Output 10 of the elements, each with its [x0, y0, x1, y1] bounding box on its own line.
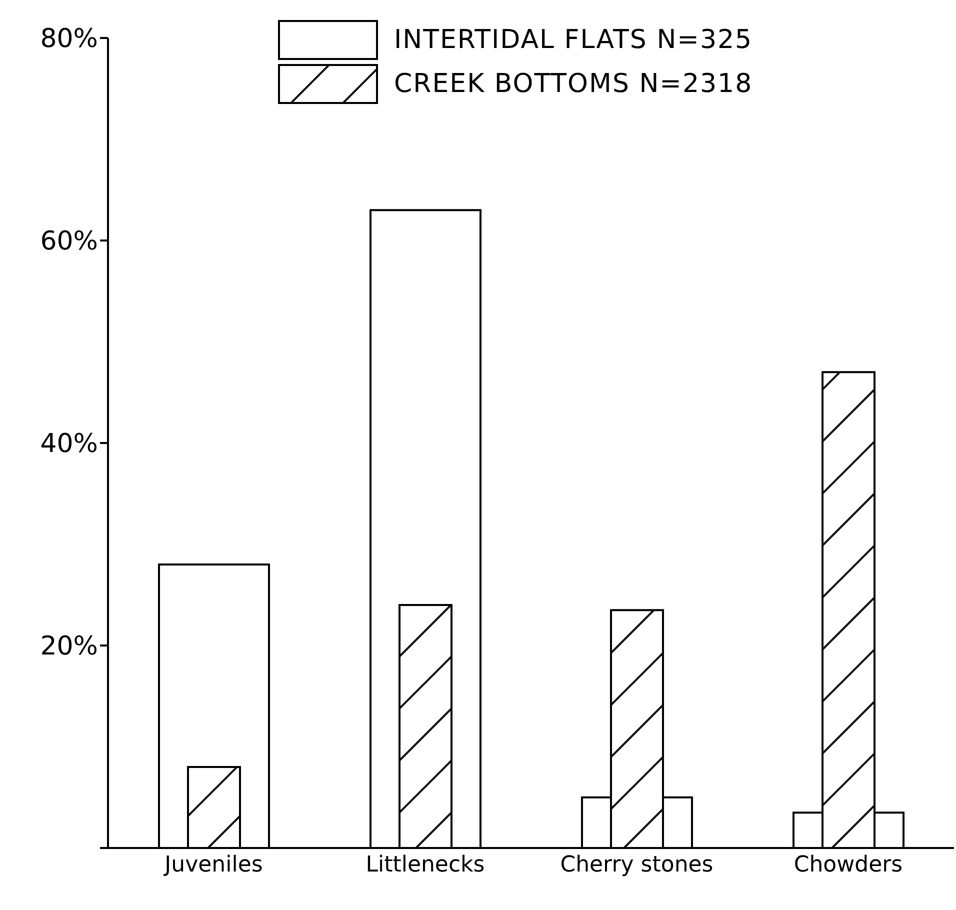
x-tick-label: Juveniles	[162, 852, 263, 878]
x-tick-label: Chowders	[794, 852, 903, 878]
y-tick-label: 60%	[40, 226, 98, 257]
y-tick-label: 40%	[40, 429, 98, 460]
legend-label: INTERTIDAL FLATS N=325	[394, 25, 753, 55]
y-tick-label: 80%	[40, 24, 98, 54]
x-tick-label: Littlenecks	[366, 852, 485, 878]
legend-label: CREEK BOTTOMS N=2318	[394, 69, 753, 99]
y-tick-label: 20%	[40, 632, 98, 662]
x-tick-label: Cherry stones	[560, 852, 714, 878]
